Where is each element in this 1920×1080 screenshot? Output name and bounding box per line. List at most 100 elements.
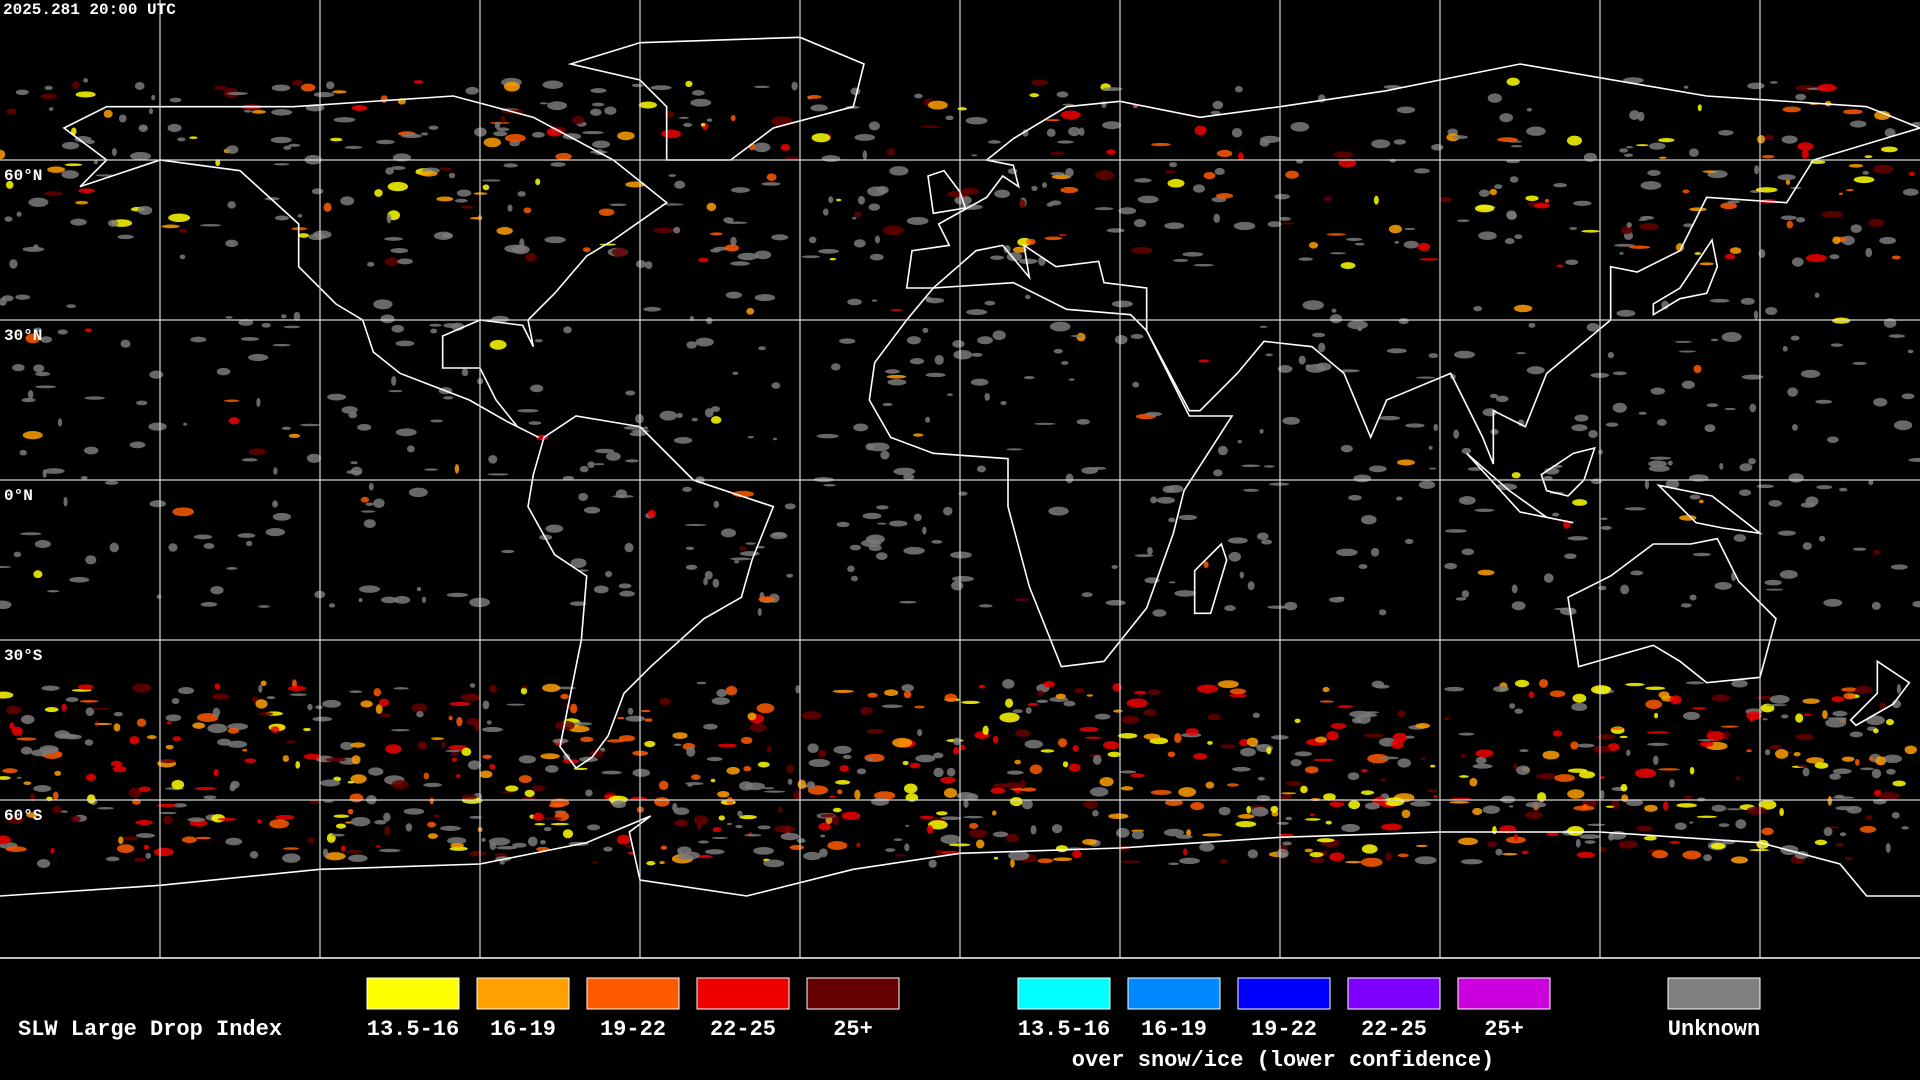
cloud-patch xyxy=(299,423,321,427)
cloud-patch xyxy=(940,776,956,784)
cloud-patch xyxy=(1884,128,1896,138)
cloud-patch xyxy=(1790,335,1800,341)
cloud-patch xyxy=(1173,258,1189,262)
cloud-patch xyxy=(1552,730,1563,737)
cloud-patch xyxy=(1068,763,1081,772)
legend-label: 25+ xyxy=(833,1017,873,1042)
cloud-patch xyxy=(1323,196,1333,202)
cloud-patch xyxy=(347,780,355,784)
cloud-patch xyxy=(683,122,693,128)
cloud-patch xyxy=(1394,240,1400,244)
cloud-patch xyxy=(315,705,323,710)
cloud-patch xyxy=(1472,807,1483,816)
cloud-patch xyxy=(791,81,798,91)
cloud-patch xyxy=(720,528,737,538)
cloud-patch xyxy=(225,316,233,319)
cloud-patch xyxy=(673,807,690,816)
south-america xyxy=(528,416,773,768)
cloud-patch xyxy=(1620,226,1633,235)
cloud-patch xyxy=(1025,707,1032,714)
cloud-patch xyxy=(1885,843,1891,853)
cloud-patch xyxy=(1210,110,1221,115)
cloud-patch xyxy=(1329,252,1346,255)
cloud-patch xyxy=(1709,298,1730,303)
cloud-patch xyxy=(1415,376,1436,379)
timestamp: 2025.281 20:00 UTC xyxy=(3,1,176,19)
cloud-patch xyxy=(1256,532,1269,540)
cloud-patch xyxy=(1415,723,1431,729)
cloud-patch xyxy=(346,850,363,854)
cloud-patch xyxy=(265,528,286,537)
legend-label: 22-25 xyxy=(1361,1017,1427,1042)
cloud-patch xyxy=(807,95,822,99)
cloud-patch xyxy=(1702,170,1717,173)
cloud-patch xyxy=(1072,850,1082,859)
cloud-patch xyxy=(1134,690,1147,695)
cloud-patch xyxy=(654,797,670,807)
cloud-patch xyxy=(1364,802,1380,810)
cloud-patch xyxy=(1696,815,1717,819)
cloud-patch xyxy=(43,468,65,474)
cloud-patch xyxy=(659,697,672,705)
cloud-patch xyxy=(1782,106,1801,113)
cloud-patch xyxy=(994,189,1011,198)
cloud-patch xyxy=(419,170,438,177)
cloud-patch xyxy=(617,716,625,720)
cloud-patch xyxy=(248,353,269,362)
cloud-patch xyxy=(1326,731,1339,741)
cloud-patch xyxy=(889,166,909,176)
cloud-patch xyxy=(6,108,17,115)
cloud-patch xyxy=(216,367,231,376)
legend-title: SLW Large Drop Index xyxy=(18,1017,282,1042)
cloud-patch xyxy=(375,704,383,715)
cloud-patch xyxy=(19,532,42,536)
cloud-patch xyxy=(1404,538,1414,545)
cloud-patch xyxy=(1246,737,1259,747)
cloud-patch xyxy=(915,754,936,763)
cloud-patch xyxy=(886,374,907,379)
cloud-patch xyxy=(212,707,221,718)
cloud-patch xyxy=(271,109,293,116)
cloud-patch xyxy=(926,825,934,834)
cloud-patch xyxy=(1787,387,1799,397)
cloud-patch xyxy=(1304,848,1313,853)
cloud-patch xyxy=(30,793,36,803)
cloud-patch xyxy=(703,577,708,586)
cloud-patch xyxy=(1669,778,1675,788)
cloud-patch xyxy=(692,89,705,96)
cloud-patch xyxy=(288,143,301,147)
cloud-patch xyxy=(1815,399,1833,404)
cloud-patch xyxy=(901,684,914,692)
cloud-patch xyxy=(135,833,156,838)
cloud-patch xyxy=(1085,736,1102,739)
cloud-patch xyxy=(281,314,287,319)
cloud-patch xyxy=(909,762,921,769)
cloud-patch xyxy=(380,596,398,604)
cloud-patch xyxy=(1130,334,1144,339)
cloud-patch xyxy=(368,767,384,776)
cloud-patch xyxy=(275,814,295,820)
cloud-patch xyxy=(690,98,712,107)
cloud-patch xyxy=(1506,211,1517,220)
cloud-patch xyxy=(925,297,945,304)
cloud-patch xyxy=(4,216,13,222)
cloud-patch xyxy=(984,392,990,401)
cloud-patch xyxy=(504,134,526,143)
cloud-patch xyxy=(21,397,36,403)
cloud-patch xyxy=(882,225,905,236)
cloud-patch xyxy=(1796,217,1806,223)
cloud-patch xyxy=(1576,851,1596,858)
cloud-patch xyxy=(1584,840,1596,844)
cloud-patch xyxy=(1689,821,1694,824)
cloud-patch xyxy=(1133,178,1152,183)
cloud-patch xyxy=(256,397,261,408)
cloud-patch xyxy=(1279,216,1291,221)
cloud-patch xyxy=(1689,766,1695,775)
cloud-patch xyxy=(1143,708,1157,717)
cloud-patch xyxy=(44,191,63,196)
cloud-patch xyxy=(801,711,822,720)
cloud-patch xyxy=(795,685,801,694)
cloud-patch xyxy=(1460,753,1466,759)
cloud-patch xyxy=(950,551,972,559)
cloud-patch xyxy=(881,704,903,709)
